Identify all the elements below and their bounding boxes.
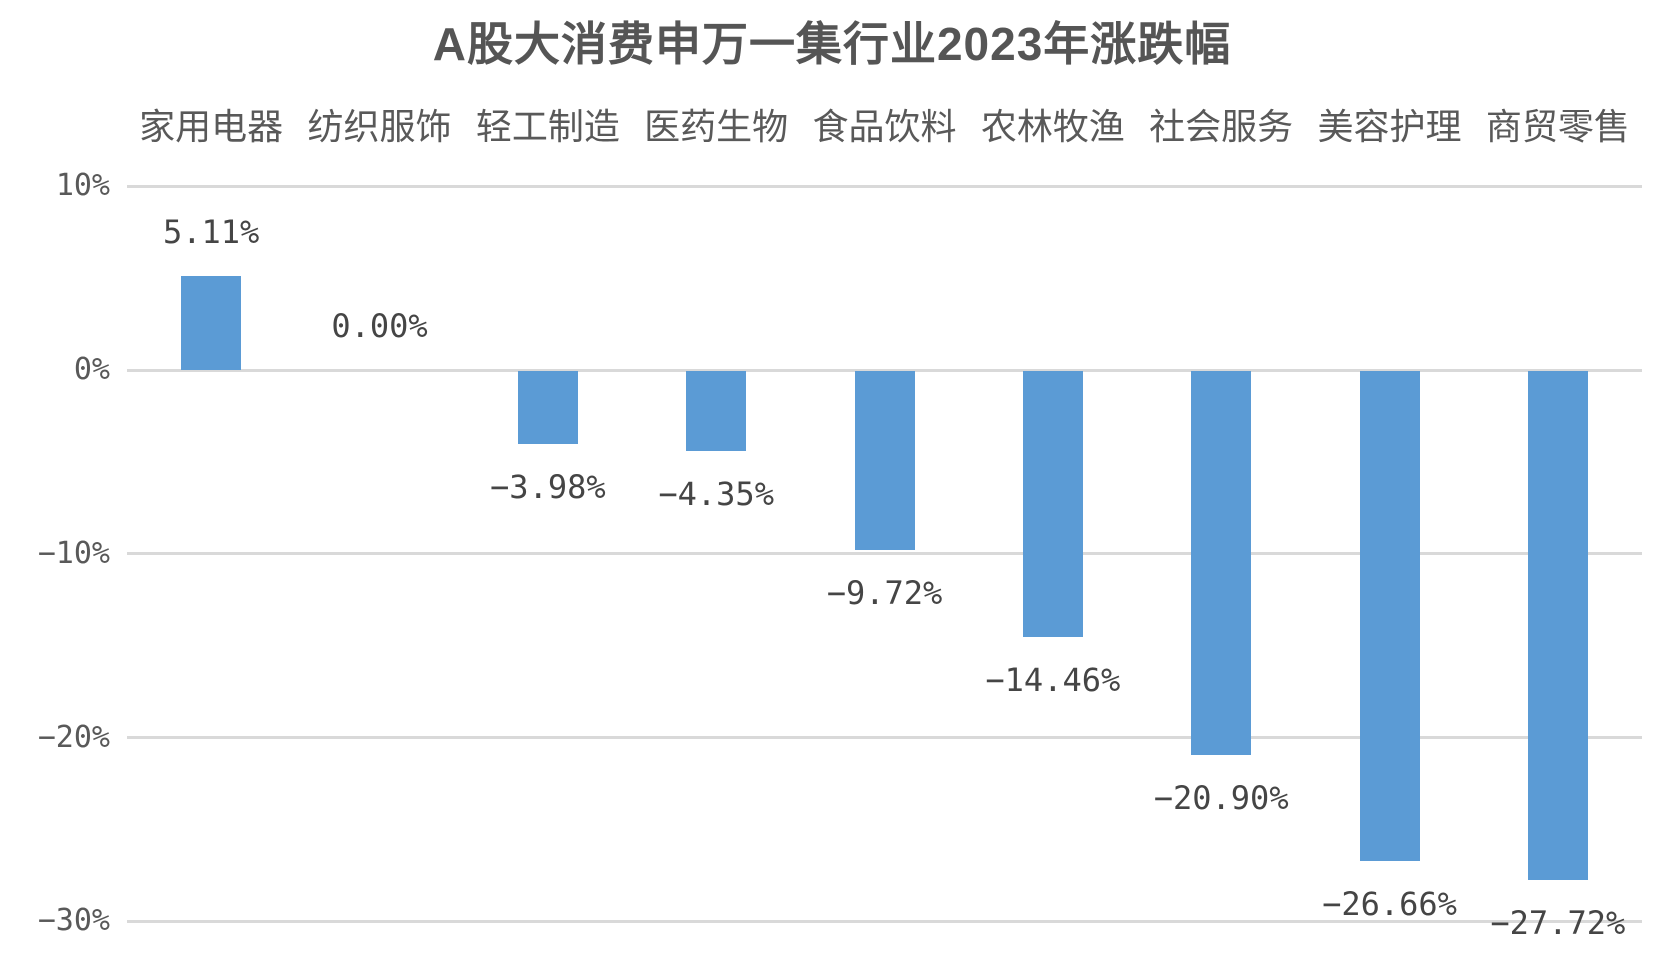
bar	[181, 276, 242, 370]
gridline	[127, 736, 1642, 740]
bar-value-label: −3.98%	[490, 468, 606, 507]
bar-value-label: −4.35%	[658, 474, 774, 513]
bar-value-label: −20.90%	[1153, 779, 1289, 818]
category-label: 食品饮料	[812, 106, 957, 147]
bar	[686, 371, 747, 451]
bar	[1191, 371, 1252, 756]
bar-value-label: −27.72%	[1490, 904, 1626, 943]
gridline	[127, 368, 1642, 372]
gridline	[127, 552, 1642, 556]
category-label: 医药生物	[644, 106, 789, 147]
chart-title: A股大消费申万一集行业2023年涨跌幅	[432, 18, 1232, 70]
category-label: 纺织服饰	[307, 106, 452, 147]
gridline	[127, 919, 1642, 923]
y-axis-tick-label: 0%	[73, 352, 110, 387]
category-label: 农林牧渔	[980, 106, 1125, 147]
category-label: 商贸零售	[1485, 106, 1630, 147]
category-label: 社会服务	[1149, 106, 1294, 147]
category-label: 美容护理	[1317, 106, 1462, 147]
bar-value-label: −26.66%	[1322, 885, 1457, 923]
y-axis-tick-label: −20%	[37, 719, 110, 755]
category-label: 轻工制造	[475, 106, 620, 147]
gridline	[127, 184, 1642, 188]
bar-value-label: 5.11%	[162, 213, 260, 252]
bar-value-label: 0.00%	[331, 307, 428, 345]
category-label: 家用电器	[139, 106, 284, 147]
bar	[854, 371, 915, 550]
bar	[1359, 371, 1420, 861]
bar-value-label: −14.46%	[985, 660, 1121, 699]
bar	[1022, 371, 1083, 637]
bar	[1527, 371, 1588, 881]
y-axis-tick-label: 10%	[55, 168, 110, 204]
bar-value-label: −9.72%	[826, 573, 943, 612]
y-axis-tick-label: −10%	[37, 535, 110, 571]
bar	[517, 371, 578, 445]
y-axis-tick-label: −30%	[37, 903, 110, 939]
